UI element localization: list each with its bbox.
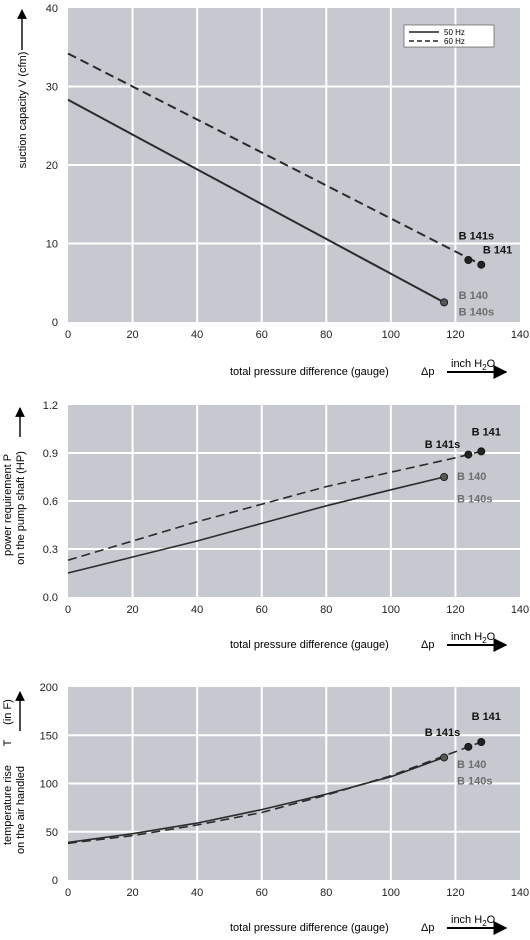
- x-axis-label: total pressure difference (gauge): [230, 922, 389, 934]
- x-tick-label: 80: [320, 329, 332, 341]
- x-tick-label: 40: [191, 604, 203, 616]
- model-label: B 140: [457, 471, 486, 483]
- y-axis-label: suction capacity V (cfm): [17, 52, 29, 169]
- x-tick-label: 120: [446, 887, 464, 899]
- y-tick-label: 40: [46, 3, 58, 15]
- model-label: B 140s: [457, 494, 492, 506]
- model-label: B 140: [459, 290, 488, 302]
- x-tick-label: 20: [126, 604, 138, 616]
- x-tick-label: 100: [382, 329, 400, 341]
- model-label: B 141: [472, 711, 501, 723]
- x-tick-label: 40: [191, 887, 203, 899]
- x-tick-label: 80: [320, 887, 332, 899]
- x-tick-label: 120: [446, 329, 464, 341]
- data-point-marker: [464, 450, 473, 459]
- legend-label: 50 Hz: [444, 28, 465, 37]
- x-tick-label: 120: [446, 604, 464, 616]
- data-point-marker: [440, 753, 449, 762]
- x-axis-unit: inch H2O: [451, 631, 496, 645]
- x-tick-label: 20: [126, 887, 138, 899]
- model-label: B 141s: [425, 727, 460, 739]
- chart-1: 0 20 40 60 80 100 120 140 0 10 20 30 40 B 141s B 141 B …: [17, 3, 529, 379]
- data-point-marker: [477, 260, 486, 269]
- series-60hz-line: [67, 741, 482, 845]
- y-tick-label: 20: [46, 160, 58, 172]
- model-label: B 140s: [457, 775, 492, 787]
- x-axis-label: total pressure difference (gauge): [230, 639, 389, 651]
- y-tick-label: 50: [46, 827, 58, 839]
- data-point-marker: [477, 738, 486, 747]
- data-point-marker: [440, 472, 449, 481]
- x-tick-label: 60: [256, 329, 268, 341]
- y-tick-label: 0.9: [43, 448, 58, 460]
- y-tick-label: 0.0: [43, 592, 58, 604]
- x-tick-label: 80: [320, 604, 332, 616]
- y-tick-label: 0.3: [43, 544, 58, 556]
- model-label: B 141s: [459, 231, 494, 243]
- series-50hz-line: [67, 98, 445, 304]
- x-tick-label: 40: [191, 329, 203, 341]
- model-label: B 141: [483, 245, 512, 257]
- y-tick-label: 0.6: [43, 496, 58, 508]
- x-tick-label: 100: [382, 604, 400, 616]
- data-point-marker: [477, 447, 486, 456]
- y-axis-label: power requirement P: [2, 454, 14, 556]
- x-tick-label: 140: [511, 887, 529, 899]
- data-point-marker: [464, 742, 473, 751]
- x-tick-label: 140: [511, 604, 529, 616]
- y-tick-label: 0: [52, 875, 58, 887]
- legend-label: 60 Hz: [444, 37, 465, 46]
- x-tick-label: 0: [65, 329, 71, 341]
- x-axis-symbol: Δp: [421, 366, 434, 378]
- y-tick-label: 150: [40, 730, 58, 742]
- y-axis-label: temperature rise: [2, 765, 14, 845]
- y-tick-label: 30: [46, 82, 58, 94]
- y-tick-label: 200: [40, 682, 58, 694]
- x-axis-symbol: Δp: [421, 639, 434, 651]
- model-label: B 141: [472, 426, 501, 438]
- model-label: B 140s: [459, 307, 494, 319]
- y-axis-symbol: T: [2, 739, 14, 746]
- y-axis-label: on the pump shaft (HP): [15, 451, 27, 565]
- chart-2: 0 20 40 60 80 100 120 140 0.0 0.3 0.6 0.9 1.2 B 141 B …: [2, 400, 529, 652]
- x-tick-label: 100: [382, 887, 400, 899]
- data-point-marker: [440, 298, 449, 307]
- chart-3: 0 20 40 60 80 100 120 140 0 50 100 150 200 B 141 B 141…: [2, 682, 529, 935]
- series-60hz-line: [67, 52, 482, 266]
- x-tick-label: 60: [256, 604, 268, 616]
- series-60hz-line: [67, 450, 482, 561]
- y-tick-label: 10: [46, 239, 58, 251]
- x-tick-label: 20: [126, 329, 138, 341]
- x-axis-unit: inch H2O: [451, 358, 496, 372]
- x-tick-label: 0: [65, 887, 71, 899]
- model-label: B 140: [457, 759, 486, 771]
- x-tick-label: 0: [65, 604, 71, 616]
- series-50hz-line: [67, 756, 445, 844]
- y-tick-label: 1.2: [43, 400, 58, 412]
- y-axis-unit: (in F): [2, 699, 14, 725]
- y-tick-label: 100: [40, 779, 58, 791]
- model-label: B 141s: [425, 439, 460, 451]
- data-point-marker: [464, 255, 473, 264]
- x-tick-label: 60: [256, 887, 268, 899]
- x-axis-symbol: Δp: [421, 922, 434, 934]
- x-axis-label: total pressure difference (gauge): [230, 366, 389, 378]
- y-axis-label: on the air handled: [15, 766, 27, 854]
- series-50hz-line: [67, 476, 445, 574]
- x-axis-unit: inch H2O: [451, 914, 496, 928]
- y-tick-label: 0: [52, 317, 58, 329]
- x-tick-label: 140: [511, 329, 529, 341]
